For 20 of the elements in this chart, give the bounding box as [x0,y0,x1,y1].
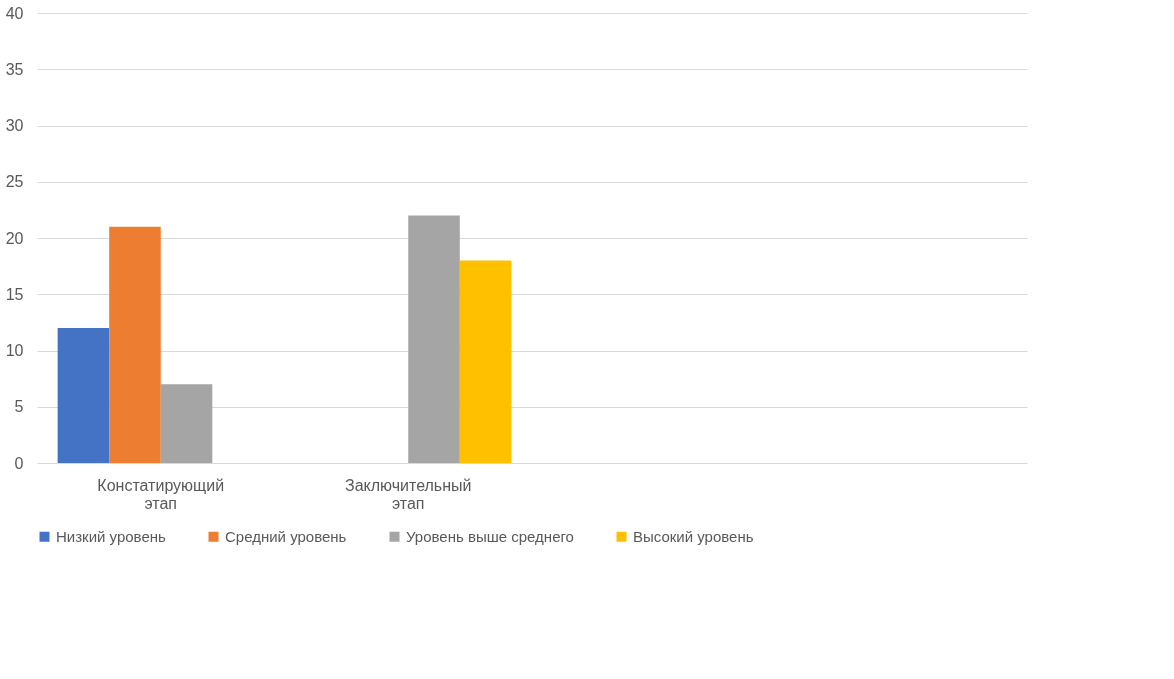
bar [109,226,161,463]
y-tick-label: 20 [5,229,24,247]
y-tick-label: 40 [5,4,24,22]
legend-label: Высокий уровень [633,527,754,545]
legend-label: Низкий уровень [56,527,167,545]
bar [57,328,110,463]
y-tick-label: 15 [5,285,24,303]
bar [459,260,512,463]
y-tick-label: 30 [5,117,24,134]
legend-label: Уровень выше среднего [406,527,574,545]
y-tick-label: 5 [14,398,24,416]
y-tick-label: 25 [5,173,24,191]
legend-label: Средний уровень [225,527,347,545]
bar [160,384,213,463]
y-tick-label: 0 [14,454,24,472]
y-tick-label: 10 [5,342,24,359]
bar [408,215,460,463]
y-tick-label: 35 [5,60,24,78]
x-tick-label: Констатирующий этап [97,476,225,512]
x-tick-label: Заключительный этап [345,476,472,512]
